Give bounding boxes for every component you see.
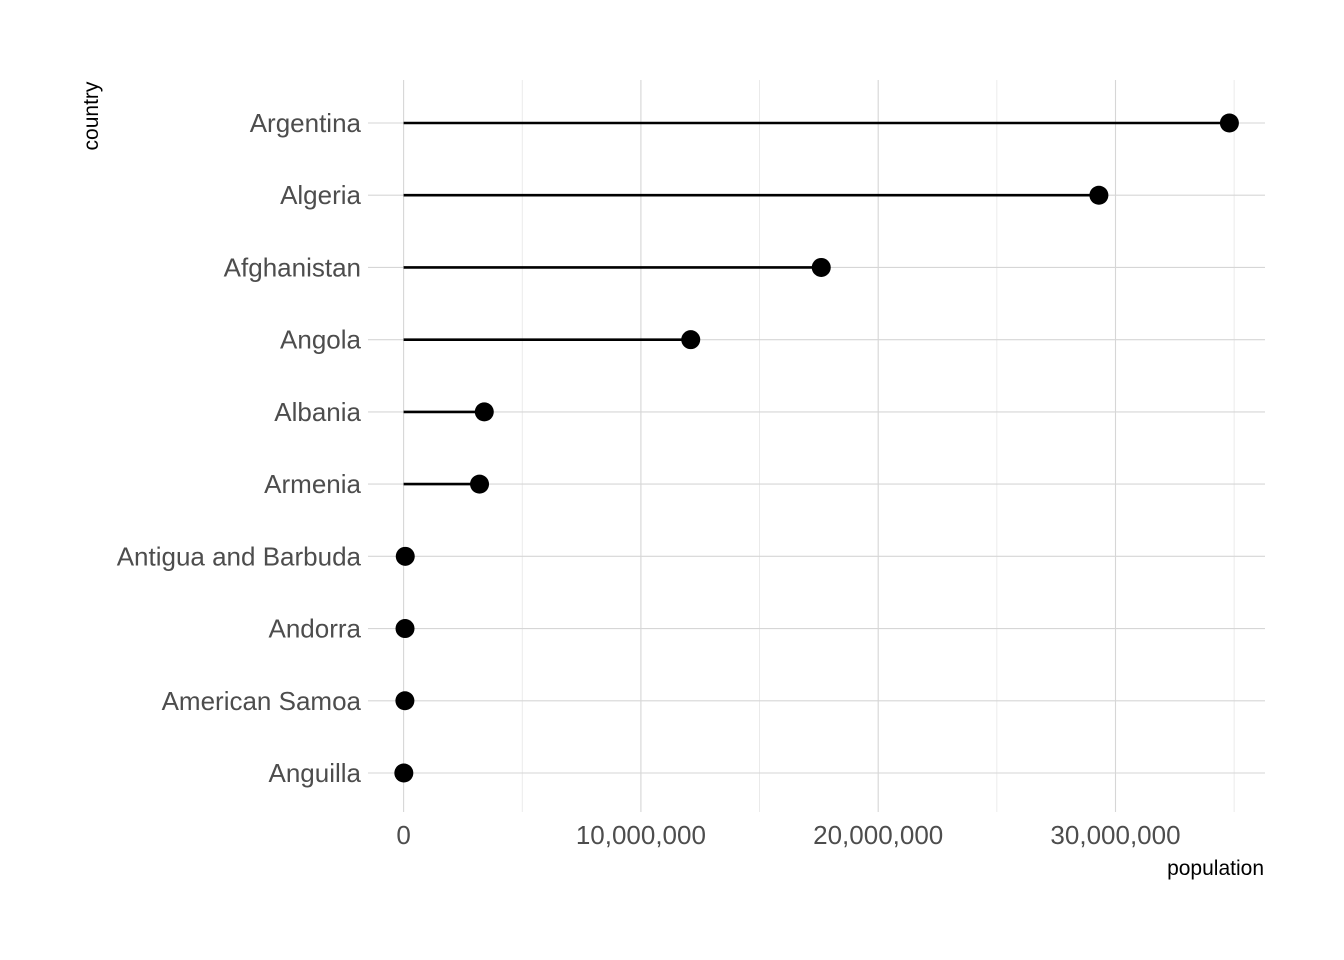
lollipop-point [395,691,415,711]
y-tick-label: Anguilla [268,758,361,788]
x-tick-label: 10,000,000 [576,820,706,850]
x-tick-label: 30,000,000 [1050,820,1180,850]
lollipop-point [474,402,494,422]
y-tick-label: Armenia [264,469,361,499]
grid-lines [368,80,1265,812]
lollipop-point [395,546,415,566]
x-tick-label: 0 [396,820,410,850]
lollipop-point [1089,185,1109,205]
y-tick-label: Andorra [269,614,362,644]
x-axis-title: population [1167,857,1264,880]
y-tick-label: Afghanistan [224,252,361,282]
lollipop-point [1219,113,1239,133]
y-axis-title: country [80,81,103,150]
lollipop-point [811,257,831,277]
y-tick-label: Algeria [280,180,361,210]
lollipop-stems [403,121,1230,775]
lollipop-point [394,763,414,783]
y-tick-label: Albania [274,397,361,427]
y-tick-label: American Samoa [162,686,362,716]
y-tick-labels: Argentina Algeria Afghanistan Angola Albania… [117,108,362,788]
lollipop-point [681,330,701,350]
x-tick-labels: 0 10,000,000 20,000,000 30,000,000 [396,820,1180,850]
lollipop-point [470,474,490,494]
y-tick-label: Argentina [250,108,362,138]
y-tick-label: Angola [280,325,361,355]
lollipop-point [395,619,415,639]
y-tick-label: Antigua and Barbuda [117,541,362,571]
x-tick-label: 20,000,000 [813,820,943,850]
lollipop-dots [394,113,1239,783]
